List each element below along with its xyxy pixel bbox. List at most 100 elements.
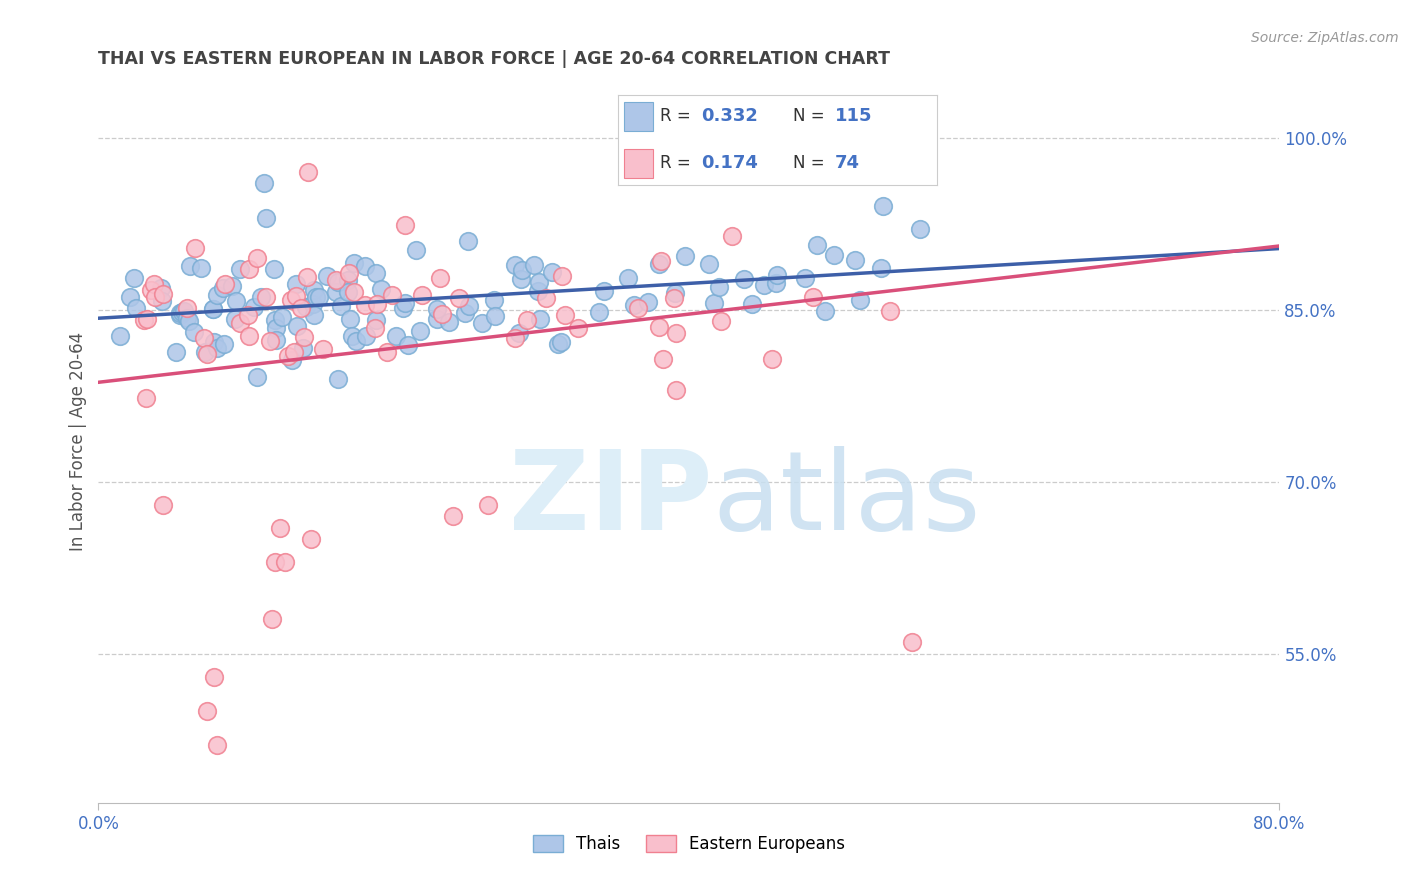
Point (439, 315, 461, 329)
Point (170, 305, 193, 319)
Point (707, 279, 730, 293)
Point (169, 309, 191, 323)
Point (281, 353, 304, 368)
Point (311, 342, 333, 356)
Point (547, 336, 569, 351)
Point (184, 241, 207, 255)
Point (212, 336, 235, 351)
Point (370, 282, 392, 296)
Point (329, 299, 352, 313)
Point (266, 333, 288, 347)
Point (202, 302, 225, 317)
Point (284, 277, 307, 291)
Point (343, 256, 366, 270)
Point (224, 312, 246, 326)
Point (453, 305, 475, 319)
Point (302, 308, 325, 322)
Point (135, 311, 157, 326)
Point (567, 321, 589, 335)
Point (503, 331, 526, 345)
Point (291, 341, 314, 355)
Point (173, 304, 195, 318)
Point (135, 391, 157, 405)
Point (761, 352, 783, 367)
Point (214, 277, 236, 291)
Point (205, 342, 228, 356)
Point (254, 211, 277, 225)
Point (202, 301, 225, 316)
Point (662, 153, 685, 168)
Text: Source: ZipAtlas.com: Source: ZipAtlas.com (1251, 31, 1399, 45)
Point (471, 316, 494, 330)
Point (263, 262, 285, 277)
Point (794, 271, 817, 285)
Point (225, 293, 247, 308)
Point (623, 298, 645, 312)
Point (176, 311, 198, 326)
Point (391, 301, 413, 316)
Point (765, 276, 787, 290)
Point (664, 326, 686, 341)
Point (381, 288, 404, 302)
Point (340, 329, 363, 343)
Point (848, 293, 870, 307)
Point (752, 278, 775, 293)
Point (299, 532, 322, 546)
Point (516, 313, 538, 327)
Point (482, 293, 505, 307)
Point (429, 271, 451, 285)
Point (285, 289, 308, 303)
Point (426, 311, 449, 326)
Point (394, 218, 416, 232)
Point (269, 520, 291, 534)
Point (150, 293, 173, 308)
Point (264, 313, 287, 327)
Point (229, 316, 252, 330)
Point (150, 281, 173, 295)
Point (366, 266, 388, 280)
Point (353, 298, 375, 312)
Point (295, 300, 318, 314)
Text: ZIP: ZIP (509, 446, 713, 553)
Point (177, 314, 200, 328)
Point (426, 302, 449, 317)
Text: atlas: atlas (713, 446, 981, 553)
Point (195, 347, 218, 361)
Point (326, 276, 349, 290)
Point (212, 280, 235, 294)
Point (592, 285, 614, 299)
Point (396, 338, 419, 352)
Point (801, 290, 824, 304)
Point (430, 307, 453, 321)
Point (901, 635, 924, 649)
Point (457, 299, 479, 313)
Point (710, 314, 733, 328)
Point (337, 266, 360, 280)
Point (270, 310, 292, 324)
Point (337, 285, 360, 299)
Point (554, 309, 576, 323)
Point (179, 259, 201, 273)
Point (648, 319, 671, 334)
Point (733, 130, 755, 145)
Point (720, 229, 742, 244)
Point (806, 237, 828, 252)
Point (503, 259, 526, 273)
Point (457, 234, 479, 248)
Point (673, 249, 696, 263)
Point (697, 257, 720, 271)
Point (354, 328, 377, 343)
Point (302, 283, 325, 297)
Point (366, 313, 388, 327)
Point (536, 291, 558, 305)
Point (165, 345, 187, 359)
Point (283, 345, 305, 359)
Point (250, 290, 273, 304)
Point (637, 295, 659, 310)
Point (325, 273, 347, 287)
Point (245, 370, 267, 384)
Point (409, 324, 432, 338)
Point (844, 252, 866, 267)
Point (627, 301, 650, 315)
Point (741, 296, 763, 310)
